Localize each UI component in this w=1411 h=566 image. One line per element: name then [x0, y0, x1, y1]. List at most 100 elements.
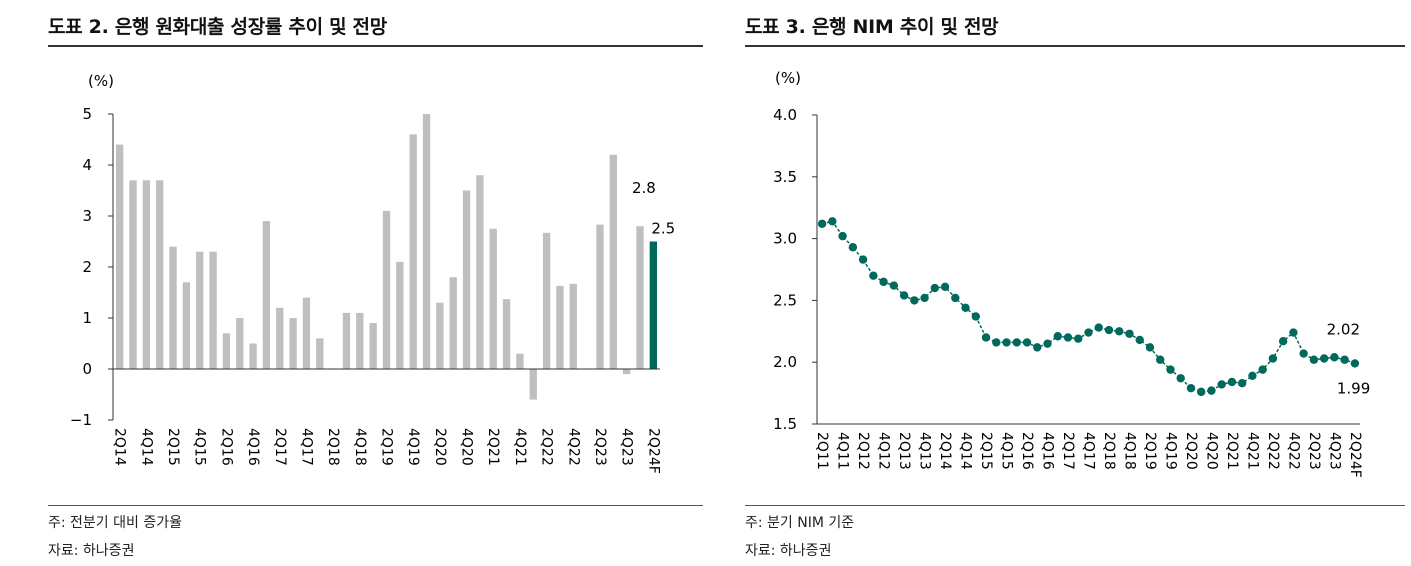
nim-point-2Q13: [899, 291, 909, 300]
nim-point-4Q21: [1248, 371, 1257, 380]
left-footer-rule: [48, 505, 703, 506]
bar-1Q18: [316, 338, 324, 369]
bar-4Q22: [569, 283, 577, 369]
bar-4Q16: [249, 343, 257, 369]
nim-point-2Q14: [940, 282, 950, 292]
bar-2Q21: [489, 228, 497, 369]
line-x-tick-label: 4Q20: [1203, 432, 1219, 470]
nim-point-2Q19: [1145, 343, 1155, 352]
bar-x-tick-label: 2Q19: [379, 428, 395, 466]
nim-point-2Q16: [1022, 338, 1032, 347]
bar-chart: (%) 5 4 3 2 1 0 −1 2Q14 4Q14 2Q15 4Q15 2Q16 4Q16 2Q17 4…: [70, 72, 675, 474]
bar-x-tick-label: 2Q21: [485, 428, 501, 466]
nim-point-3Q16: [1033, 343, 1042, 352]
bar-x-tick-label: 2Q18: [325, 428, 341, 466]
nim-point-4Q11: [838, 231, 847, 241]
line-x-tick-label: 2Q20: [1183, 432, 1199, 470]
bar-4Q19: [409, 134, 417, 369]
bar-4Q18: [356, 312, 364, 369]
line-x-tick-label: 4Q15: [999, 432, 1015, 470]
bar-1Q20: [422, 114, 431, 369]
line-x-tick-label: 2Q23: [1306, 432, 1322, 470]
right-title-rule: [745, 45, 1405, 47]
line-y-tick-label: 2.5: [773, 291, 797, 309]
line-x-tick-label: 4Q17: [1081, 432, 1097, 470]
nim-point-3Q17: [1074, 334, 1083, 343]
left-chart-source: 자료: 하나증권: [48, 543, 135, 559]
bar-x-tick-label: 4Q21: [512, 428, 528, 466]
nim-point-1Q14: [930, 283, 940, 293]
bar-1Q21: [476, 175, 484, 369]
nim-point-1Q13: [889, 281, 899, 290]
nim-point-4Q14: [961, 303, 970, 313]
bar-y-tick-label: 2: [82, 258, 92, 276]
left-chart-note: 주: 전분기 대비 증가율: [48, 515, 182, 531]
bar-x-tick-label: 2Q15: [165, 428, 181, 466]
bar-3Q19: [396, 261, 404, 369]
line-x-tick-label: 2Q21: [1224, 432, 1240, 470]
bar-x-tick-label: 4Q17: [298, 428, 314, 466]
nim-point-3Q20: [1196, 387, 1206, 397]
bar-y-tick-label: −1: [70, 411, 92, 429]
line-x-tick-label: 2Q15: [978, 432, 994, 470]
bar-2Q17: [276, 307, 284, 369]
nim-point-3Q11: [828, 217, 837, 226]
line-x-tick-label: 4Q12: [876, 432, 892, 470]
bar-x-tick-label: 4Q15: [192, 428, 208, 466]
bar-x-tick-label: 2Q24F: [645, 428, 661, 474]
nim-series-line: [821, 220, 1356, 393]
bar-1Q22: [529, 369, 537, 400]
nim-point-2Q24F: [1350, 359, 1360, 368]
bar-2Q19: [382, 210, 391, 369]
nim-point-1Q20: [1176, 374, 1185, 383]
nim-point-2Q20: [1186, 383, 1196, 393]
line-x-tick-label: 4Q22: [1285, 432, 1301, 470]
right-chart-title: 도표 3. 은행 NIM 추이 및 전망: [745, 16, 999, 38]
nim-point-4Q12: [879, 277, 888, 287]
nim-point-1Q23: [1299, 349, 1308, 358]
bar-1Q17: [262, 221, 271, 369]
bar-4Q14: [142, 180, 151, 369]
bar-x-tick-label: 2Q16: [218, 428, 234, 466]
bar-x-tick-label: 4Q16: [245, 428, 261, 466]
line-y-tick-label: 3.5: [773, 168, 797, 186]
bar-4Q17: [302, 297, 311, 369]
nim-point-4Q18: [1125, 329, 1134, 338]
right-chart-note: 주: 분기 NIM 기준: [745, 515, 855, 531]
line-annotation-2.02: 2.02: [1327, 321, 1360, 339]
left-chart-title: 도표 2. 은행 원화대출 성장률 추이 및 전망: [48, 16, 387, 38]
bar-x-tick-label: 2Q14: [112, 428, 128, 466]
nim-point-2Q17: [1063, 333, 1073, 342]
bar-y-tick-label: 1: [82, 309, 92, 327]
nim-point-4Q17: [1084, 328, 1093, 337]
bar-1Q15: [156, 180, 164, 369]
nim-point-4Q20: [1207, 386, 1216, 395]
bar-2Q20: [436, 302, 444, 369]
line-y-tick-label: 3.0: [773, 230, 797, 248]
nim-point-4Q22: [1289, 328, 1298, 337]
nim-point-4Q16: [1043, 339, 1052, 348]
line-y-tick-label: 1.5: [773, 415, 797, 433]
line-x-tick-label: 2Q22: [1265, 432, 1281, 470]
bar-x-tick-label: 2Q22: [539, 428, 555, 466]
bar-2Q14: [116, 144, 124, 369]
nim-point-1Q17: [1053, 332, 1062, 341]
line-x-tick-label: 4Q14: [958, 432, 974, 470]
line-x-tick-label: 2Q19: [1142, 432, 1158, 470]
nim-point-1Q22: [1258, 365, 1267, 374]
line-y-tick-label: 4.0: [773, 106, 797, 124]
nim-point-1Q24: [1340, 355, 1349, 364]
bar-y-tick-label: 5: [82, 105, 92, 123]
nim-point-3Q21: [1237, 379, 1247, 388]
nim-point-1Q16: [1012, 338, 1021, 347]
line-x-tick-label: 4Q19: [1162, 432, 1178, 470]
nim-point-3Q22: [1278, 336, 1288, 346]
bar-x-tick-label: 4Q22: [565, 428, 581, 466]
nim-point-2Q22: [1268, 354, 1278, 363]
nim-point-3Q15: [992, 338, 1001, 347]
bar-4Q21: [516, 353, 524, 369]
nim-point-3Q18: [1115, 327, 1124, 336]
nim-point-4Q13: [920, 293, 929, 303]
bar-3Q22: [556, 285, 564, 369]
